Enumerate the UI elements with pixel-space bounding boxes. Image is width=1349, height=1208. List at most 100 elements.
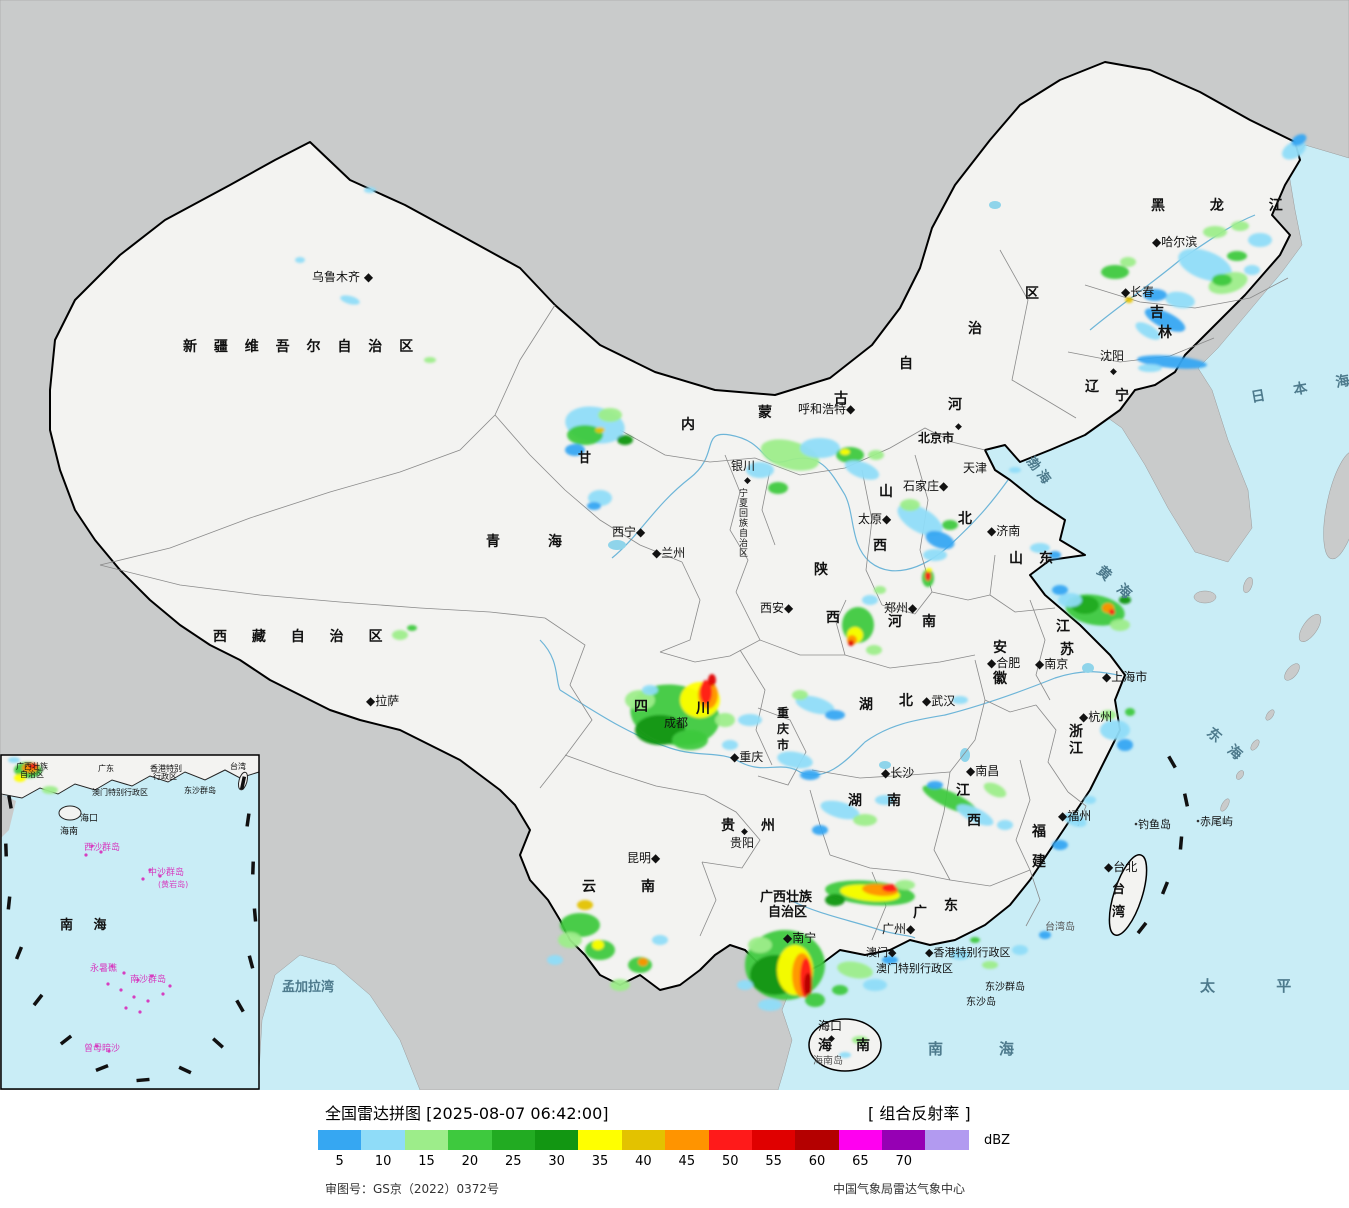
- inset-taiwan: 台湾: [230, 761, 246, 771]
- radar-echo: [820, 800, 860, 820]
- radar-echo: [715, 713, 735, 727]
- province-guangxi: 自治区: [768, 904, 807, 920]
- radar-echo: [862, 595, 878, 605]
- lakes-part: [1082, 663, 1094, 673]
- boundary-dash: [4, 843, 8, 857]
- radar-echo: [638, 958, 648, 966]
- province-borders-part: [761, 469, 776, 546]
- scale-value: 5: [335, 1154, 344, 1169]
- region-macau: 澳门特别行政区: [876, 961, 953, 975]
- province-anhui: 徽: [992, 670, 1008, 687]
- radar-echo: [1125, 297, 1133, 303]
- radar-echo: [840, 449, 850, 455]
- radar-echo: [746, 462, 774, 478]
- province-borders-part: [999, 249, 1077, 419]
- city-haikou-marker: ◆: [828, 1034, 835, 1044]
- japan-islands-part: [1323, 450, 1349, 560]
- province-borders-part: [989, 554, 1056, 613]
- radar-echo: [942, 520, 958, 530]
- province-jiangsu: 江: [1056, 618, 1070, 635]
- province-henan: 河南: [888, 613, 956, 630]
- japan-islands-part: [1284, 663, 1300, 681]
- reef-dot: [168, 984, 172, 988]
- radar-echo: [777, 751, 813, 769]
- province-jilin: 吉: [1150, 304, 1164, 321]
- radar-echo: [547, 955, 563, 965]
- province-hainan: 海: [818, 1037, 832, 1054]
- province-heilongjiang: 黑 龙 江: [1151, 197, 1303, 214]
- radar-echo: [1100, 720, 1130, 740]
- radar-echo: [925, 571, 931, 581]
- radar-echo: [900, 499, 920, 511]
- reef-dot: [146, 999, 150, 1003]
- reef-dot: [150, 974, 154, 978]
- reef-dot: [90, 844, 94, 848]
- radar-echo: [424, 357, 436, 363]
- radar-echo: [839, 1052, 851, 1058]
- city-nanchang: ◆南昌: [966, 763, 999, 778]
- province-neimenggu: 治: [968, 320, 982, 337]
- province-shandong: 山东: [1009, 550, 1069, 567]
- radar-echo: [28, 763, 38, 769]
- province-hunan: 南: [887, 792, 901, 809]
- radar-echo: [805, 993, 825, 1007]
- scale-color-box: [665, 1130, 709, 1150]
- scale-color-box: [404, 1130, 449, 1150]
- radar-echo: [1100, 710, 1116, 720]
- city-beijing: 北京市: [918, 430, 954, 445]
- city-jinan: ◆济南: [987, 523, 1020, 538]
- province-liaoning: 辽: [1085, 379, 1100, 395]
- province-ningxia: 宁: [739, 487, 748, 499]
- city-guangzhou: 广州◆: [882, 922, 916, 936]
- radar-echo: [1135, 322, 1161, 340]
- scale-value: 20: [461, 1154, 479, 1169]
- province-ningxia: 族: [739, 517, 748, 529]
- province-guangdong: 东: [944, 897, 958, 914]
- province-borders-part: [861, 469, 883, 606]
- boundary-dash: [1167, 755, 1177, 769]
- city-lanzhou: ◆兰州: [652, 546, 685, 560]
- radar-echo: [866, 645, 882, 655]
- unit-label: dBZ: [984, 1133, 1011, 1148]
- scale-value: 55: [765, 1154, 782, 1169]
- province-borders-part: [1084, 277, 1289, 309]
- radar-echo: [853, 814, 877, 826]
- province-gansu: 甘: [578, 450, 591, 466]
- province-neimenggu: 内: [681, 416, 695, 433]
- province-borders-part: [699, 861, 717, 937]
- city-lhasa: ◆拉萨: [366, 693, 399, 708]
- scale-color-box: [751, 1130, 796, 1150]
- boundary-dash: [95, 1063, 109, 1073]
- scale-value: 65: [852, 1154, 869, 1169]
- province-ningxia: 回: [739, 508, 748, 519]
- radar-echo: [875, 795, 895, 805]
- boundary-dash: [211, 1037, 225, 1049]
- city-shenyang-marker: ◆: [1110, 367, 1117, 377]
- inset-guangdong: 广东: [98, 763, 114, 773]
- scale-value: 10: [374, 1154, 392, 1169]
- lakes-part: [960, 748, 970, 762]
- province-borders-part: [564, 754, 706, 796]
- reef-dot: [99, 850, 103, 854]
- inset-haikou: 海口: [80, 812, 98, 824]
- province-borders-part: [701, 794, 761, 869]
- boundary-dash: [32, 993, 44, 1007]
- radar-echo: [1143, 289, 1167, 301]
- reef-dot: [148, 868, 152, 872]
- scale-color-box: [795, 1130, 839, 1150]
- province-fujian: 福: [1031, 823, 1046, 840]
- lakes-part: [879, 761, 891, 769]
- city-haikou: 海口: [818, 1018, 842, 1033]
- radar-echo: [42, 786, 58, 794]
- inset-nansha: 南沙群岛: [130, 973, 166, 985]
- inset-guangxi: 自治区: [20, 769, 44, 779]
- city-chengdu: 成都: [664, 716, 688, 730]
- map-title: 全国雷达拼图 [2025-08-07 06:42:00]: [325, 1104, 609, 1123]
- province-borders-part: [659, 591, 761, 663]
- taiwan-island: [1108, 854, 1148, 936]
- scale-color-box: [361, 1130, 405, 1150]
- scale-value: 35: [591, 1154, 609, 1169]
- inset-huangyan: (黄岩岛): [158, 879, 188, 889]
